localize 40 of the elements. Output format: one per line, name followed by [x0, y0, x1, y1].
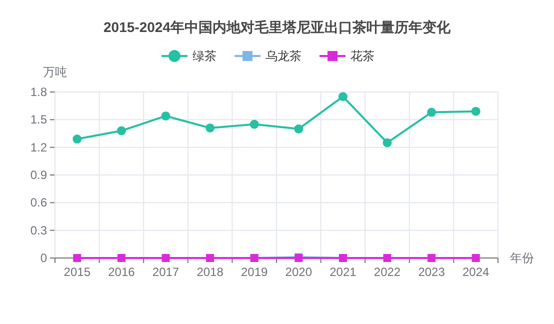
x-tick-label: 2015 [64, 265, 91, 279]
x-tick-label: 2024 [462, 265, 490, 279]
x-axis-title: 年份 [510, 251, 534, 265]
y-tick-label: 1.5 [30, 112, 48, 127]
x-tick-label: 2022 [374, 265, 401, 279]
y-tick-label: 0.9 [30, 168, 48, 182]
point [472, 254, 480, 262]
point [206, 123, 215, 132]
point [250, 120, 259, 129]
point [382, 138, 392, 148]
y-tick-label: 0 [40, 251, 48, 265]
legend-label: 乌龙茶 [266, 49, 302, 63]
y-tick-label: 0.6 [30, 196, 48, 210]
point [471, 106, 480, 116]
point [117, 254, 126, 262]
x-tick-label: 2023 [418, 265, 446, 279]
legend-label: 绿茶 [192, 49, 216, 63]
x-tick-label: 2016 [108, 265, 136, 279]
chart-title: 2015-2024年中国内地对毛里塔尼亚出口茶叶量历年变化 [104, 19, 452, 35]
x-tick-label: 2017 [152, 265, 180, 279]
legend-label: 花茶 [350, 49, 374, 63]
x-tick-label: 2018 [196, 265, 224, 279]
x-tick-label: 2019 [241, 265, 268, 279]
y-tick-label: 0.3 [30, 223, 48, 238]
y-tick-label: 1.8 [30, 85, 48, 99]
point [383, 254, 392, 262]
point [116, 126, 126, 136]
point [72, 134, 82, 144]
point [73, 254, 82, 262]
point [428, 254, 436, 262]
point [427, 108, 436, 117]
point [162, 254, 170, 262]
x-tick-label: 2021 [330, 265, 357, 279]
x-tick-label: 2020 [285, 265, 312, 279]
y-axis-title: 万吨 [43, 65, 67, 79]
point [206, 254, 214, 262]
y-tick-label: 1.2 [30, 140, 48, 154]
point [294, 124, 304, 134]
point [338, 92, 348, 102]
point [161, 111, 170, 120]
